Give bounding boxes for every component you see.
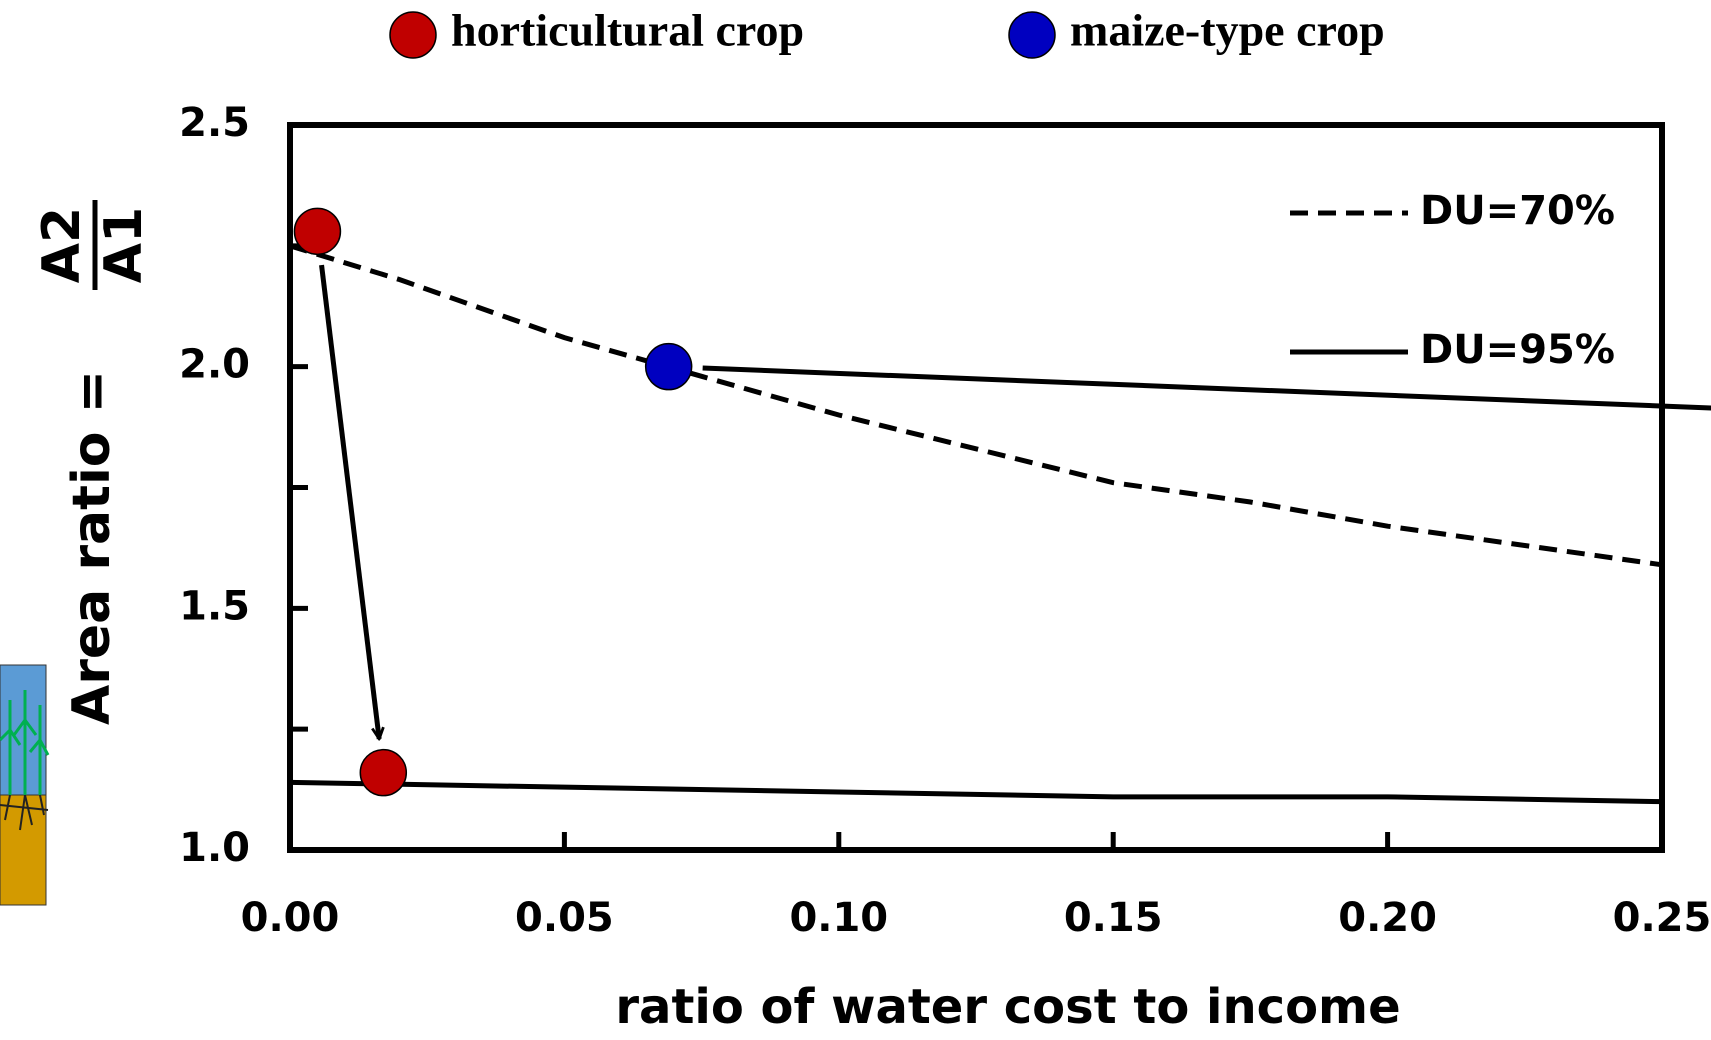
legend-label: horticultural crop	[451, 5, 804, 56]
plot-frame	[287, 122, 1665, 853]
y-tick-label: 1.0	[179, 825, 250, 871]
line	[289, 243, 1663, 568]
arrow	[319, 264, 380, 739]
legend-marker	[1008, 11, 1056, 59]
arrow	[702, 365, 1711, 411]
y-label-prefix: Area ratio =	[62, 370, 122, 725]
y-label-numerator: A2	[32, 207, 92, 283]
line	[289, 779, 1663, 805]
x-tick-label: 0.20	[1338, 895, 1437, 941]
legend-marker	[389, 11, 437, 59]
legend-label: DU=95%	[1420, 327, 1615, 373]
x-tick-label: 0.10	[789, 895, 888, 941]
legend-label: maize-type crop	[1070, 5, 1385, 56]
y-label-denominator: A1	[94, 207, 154, 283]
crop-icon	[0, 664, 50, 906]
point	[293, 207, 342, 256]
point	[644, 342, 693, 391]
y-tick-label: 2.0	[179, 342, 250, 388]
y-tick-label: 2.5	[179, 100, 250, 146]
x-tick-label: 0.25	[1613, 895, 1711, 941]
x-tick-label: 0.05	[515, 895, 614, 941]
x-tick-label: 0.00	[241, 895, 340, 941]
legend-label: DU=70%	[1420, 188, 1615, 234]
x-axis-title: ratio of water cost to income	[615, 979, 1400, 1035]
y-tick-label: 1.5	[179, 583, 250, 629]
x-tick-label: 0.15	[1064, 895, 1163, 941]
y-axis-title: Area ratio = A2 A1	[32, 200, 154, 725]
point	[359, 748, 408, 797]
